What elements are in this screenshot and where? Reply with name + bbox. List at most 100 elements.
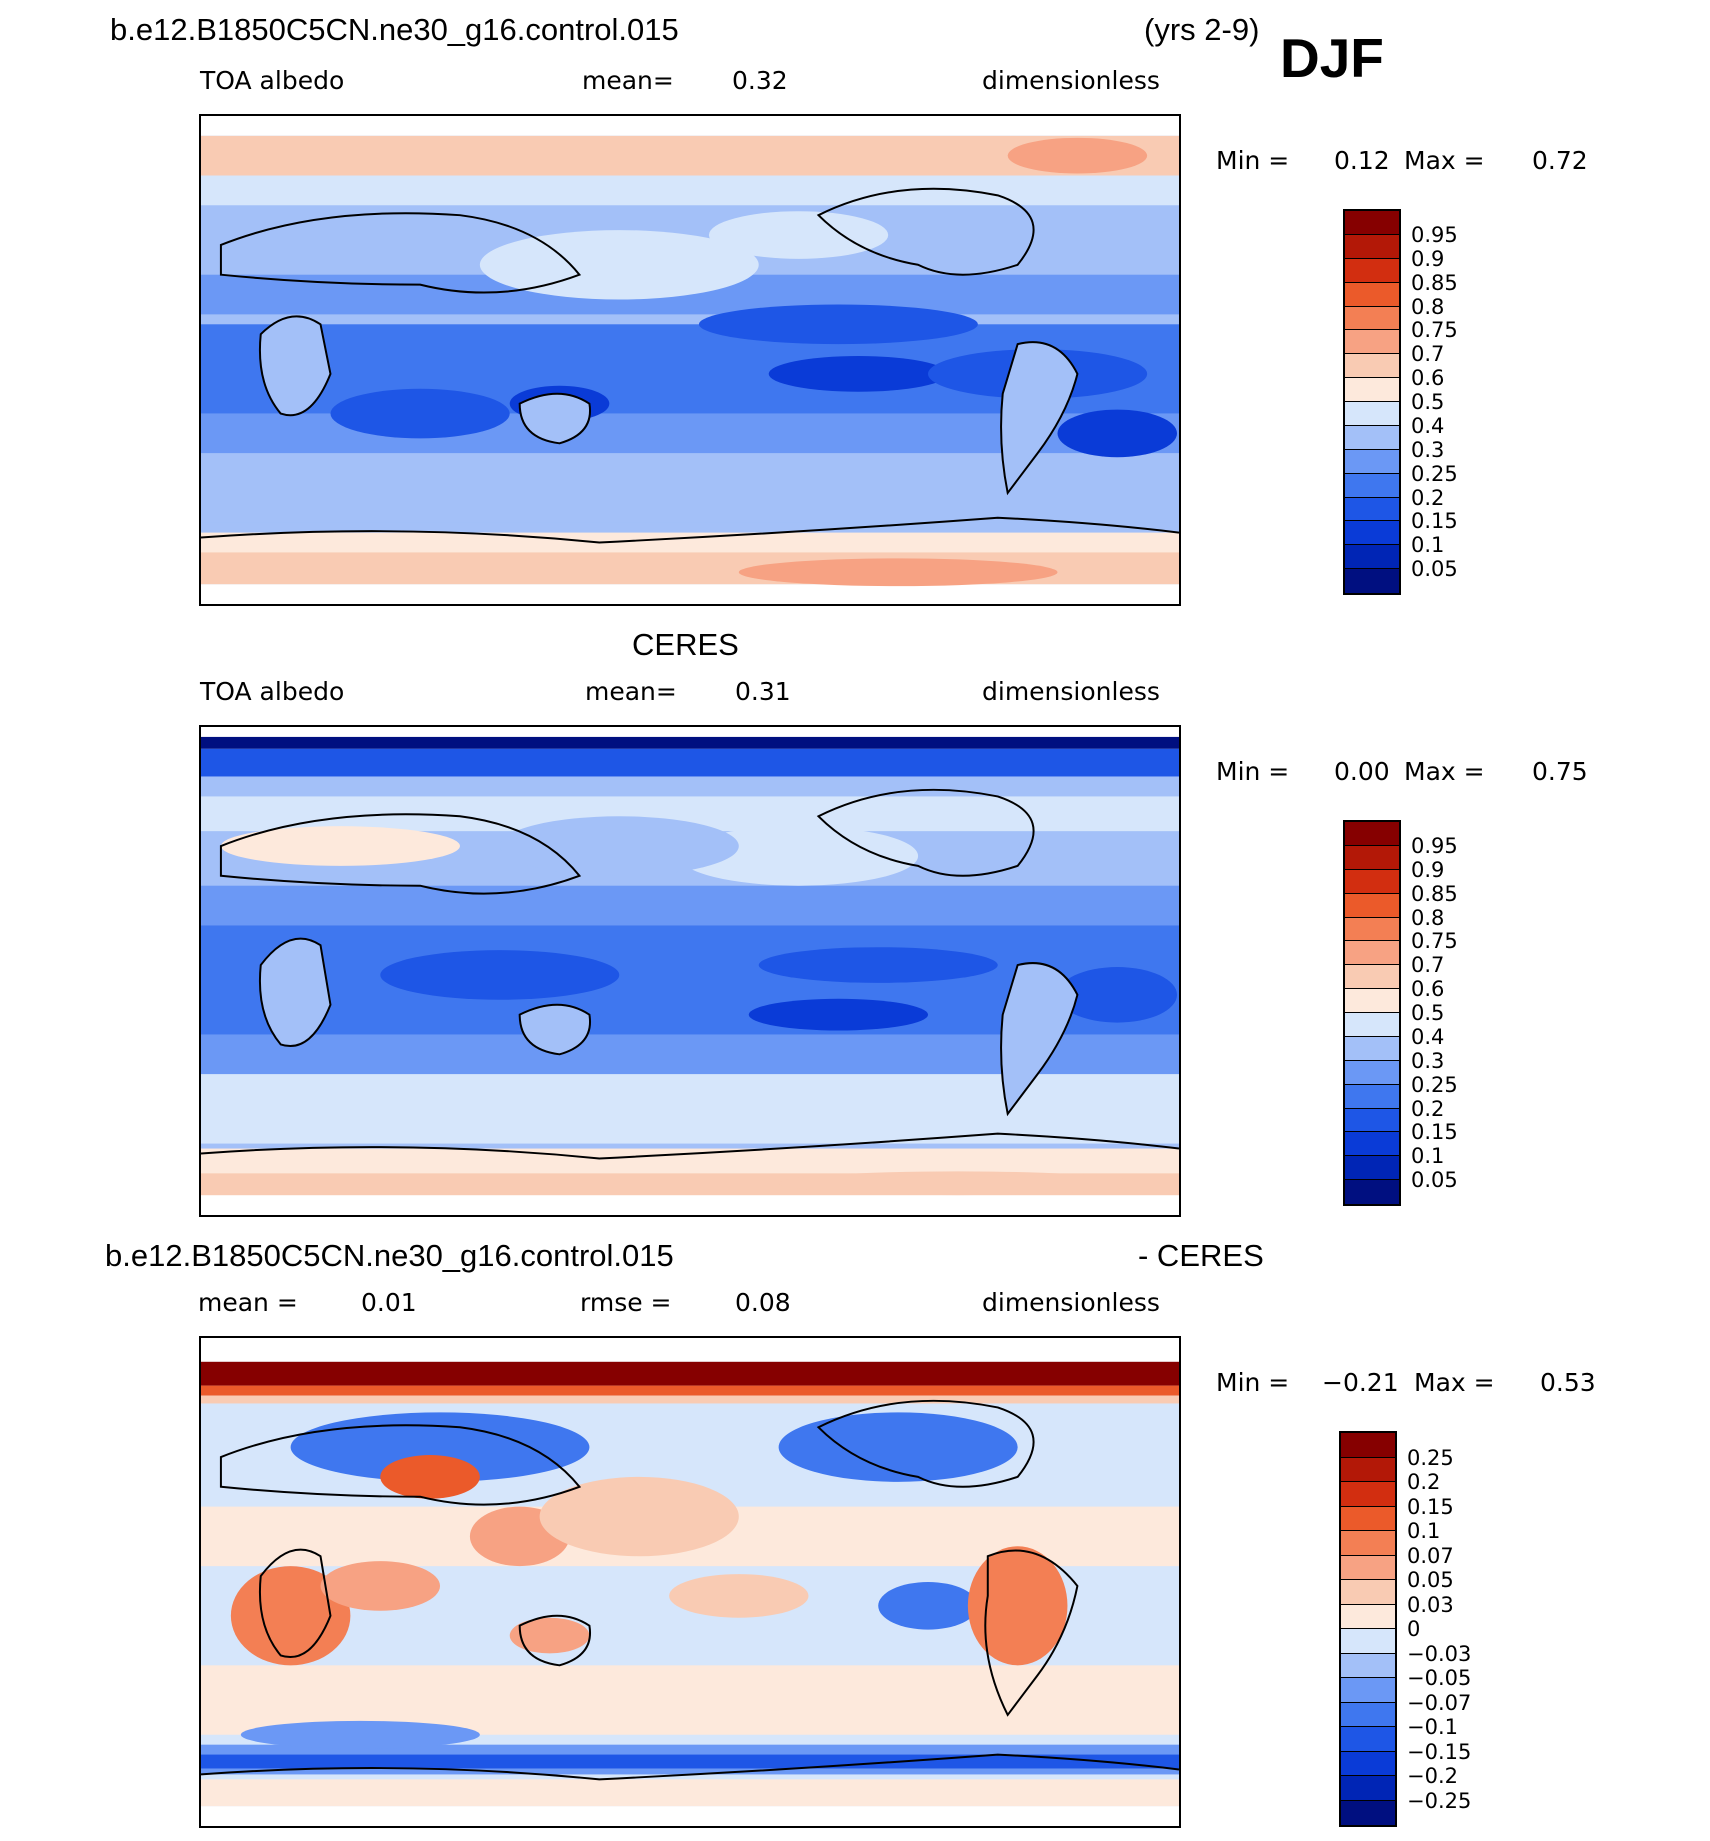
colorbar-swatch [1345,306,1399,331]
panel-title: b.e12.B1850C5CN.ne30_g16.control.015 [110,12,679,47]
colorbar-tick-label: 0.9 [1411,246,1445,271]
min-label: Min = [1216,757,1290,786]
years-label: (yrs 2-9) [1144,12,1260,47]
colorbar-swatch [1341,1702,1395,1727]
min-label: Min = [1216,1368,1290,1397]
colorbar-swatch [1345,449,1399,474]
colorbar-tick-label: 0.85 [1411,881,1458,906]
colorbar-swatch [1341,1629,1395,1654]
colorbar-tick-label: 0.1 [1411,1144,1445,1169]
rmse-label: rmse = [580,1288,672,1317]
colorbar-tick-label: 0.6 [1411,977,1445,1002]
colorbar-swatch [1345,1013,1399,1037]
colorbar-tick-label: 0.95 [1411,222,1458,247]
colorbar-tick-label: 0.7 [1411,342,1445,367]
colorbar-swatch [1345,1132,1399,1157]
colorbar-swatch [1345,211,1399,235]
colorbar-tick-label: 0.8 [1411,294,1445,319]
colorbar-tick-label: 0.4 [1411,413,1445,438]
colorbar-tick-label: 0.75 [1411,929,1458,954]
colorbar-swatch [1345,1108,1399,1133]
colorbar-swatch [1345,1180,1399,1204]
colorbar-tick-label: 0.15 [1411,509,1458,534]
difference-contour-map [201,1338,1179,1826]
min-value: −0.21 [1322,1368,1399,1397]
max-label: Max = [1404,757,1485,786]
max-value: 0.53 [1540,1368,1596,1397]
colorbar-swatch [1341,1457,1395,1482]
colorbar-swatch [1341,1580,1395,1605]
colorbar-swatch [1345,1084,1399,1109]
colorbar-swatch [1345,869,1399,894]
colorbar-tick-label: 0.25 [1411,1072,1458,1097]
colorbar-tick-label: 0.95 [1411,833,1458,858]
colorbar-swatch [1345,330,1399,355]
colorbar-swatch [1341,1604,1395,1629]
colorbar-swatch [1341,1800,1395,1825]
min-value: 0.00 [1334,757,1390,786]
colorbar-tick-label: −0.07 [1407,1690,1472,1715]
colorbar-swatch [1345,1060,1399,1085]
colorbar-tick-label: 0.85 [1411,270,1458,295]
colorbar-swatch [1341,1531,1395,1556]
max-value: 0.75 [1532,757,1588,786]
colorbar-tick-label: 0.03 [1407,1592,1454,1617]
colorbar-tick-label: 0.2 [1411,1096,1445,1121]
colorbar-tick-label: 0.15 [1411,1120,1458,1145]
colorbar-swatch [1341,1653,1395,1678]
panel-title: b.e12.B1850C5CN.ne30_g16.control.015 [105,1238,674,1273]
colorbar-tick-label: 0.4 [1411,1024,1445,1049]
units-label: dimensionless [982,1288,1160,1317]
colorbar-swatch [1345,354,1399,379]
variable-label: TOA albedo [200,66,345,95]
colorbar-swatch [1341,1751,1395,1776]
colorbar-tick-label: −0.03 [1407,1641,1472,1666]
colorbar-swatch [1345,941,1399,966]
season-label: DJF [1280,27,1384,89]
colorbar-swatch [1345,569,1399,593]
mean-label: mean = [198,1288,298,1317]
min-value: 0.12 [1334,146,1390,175]
colorbar-swatch [1341,1506,1395,1531]
colorbar-swatch [1341,1727,1395,1752]
colorbar-swatch [1345,965,1399,990]
colorbar [1343,209,1401,595]
colorbar-tick-label: −0.1 [1407,1715,1458,1739]
units-label: dimensionless [982,66,1160,95]
colorbar-swatch [1345,234,1399,259]
colorbar-swatch [1341,1433,1395,1458]
colorbar-swatch [1345,521,1399,546]
colorbar-tick-label: 0.8 [1411,905,1445,930]
mean-value: 0.31 [735,677,791,706]
colorbar-swatch [1345,258,1399,283]
colorbar-tick-label: 0.05 [1411,557,1458,582]
colorbar-swatch [1345,425,1399,450]
min-label: Min = [1216,146,1290,175]
max-label: Max = [1414,1368,1495,1397]
panel-title: CERES [632,627,739,662]
units-label: dimensionless [982,677,1160,706]
mean-value: 0.32 [732,66,788,95]
colorbar-tick-label: 0.9 [1411,857,1445,882]
colorbar-swatch [1345,1156,1399,1181]
colorbar-swatch [1341,1678,1395,1703]
colorbar-tick-label: 0.3 [1411,1048,1445,1073]
colorbar-tick-label: 0.05 [1407,1568,1454,1592]
colorbar-tick-label: 0.75 [1411,318,1458,343]
map-plot [199,1336,1181,1828]
mean-label: mean= [585,677,677,706]
colorbar-swatch [1341,1555,1395,1580]
colorbar-swatch [1345,282,1399,307]
rmse-value: 0.08 [735,1288,791,1317]
colorbar-tick-label: −0.15 [1407,1739,1472,1764]
colorbar-tick-label: 0.2 [1411,485,1445,510]
colorbar-tick-label: 0 [1407,1617,1421,1641]
colorbar-tick-label: 0.5 [1411,390,1445,414]
variable-label: TOA albedo [200,677,345,706]
colorbar-swatch [1345,845,1399,870]
colorbar-tick-label: 0.05 [1411,1168,1458,1193]
colorbar-tick-label: 0.7 [1411,953,1445,978]
colorbar-tick-label: 0.3 [1411,437,1445,462]
colorbar [1343,820,1401,1206]
colorbar-tick-label: 0.25 [1407,1445,1454,1470]
